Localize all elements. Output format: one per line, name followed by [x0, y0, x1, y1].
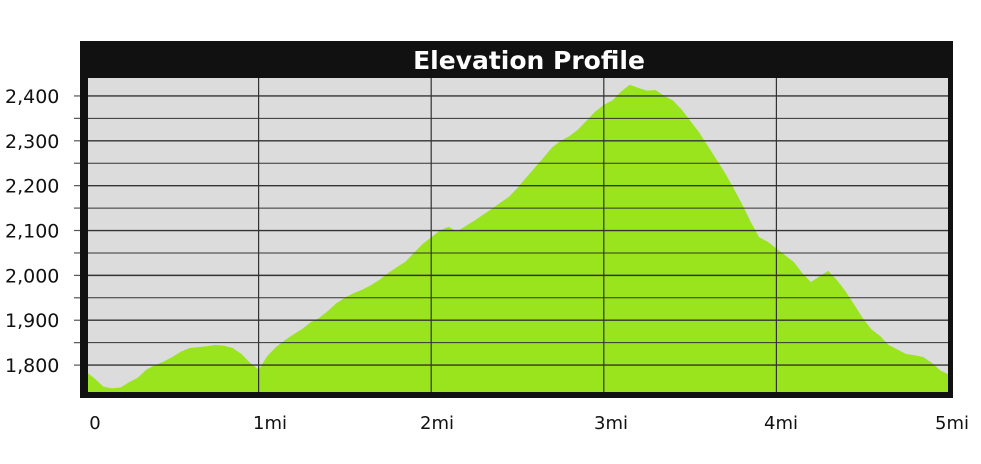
y-tick-label: 1,900	[5, 310, 59, 332]
x-tick-label: 4mi	[764, 413, 798, 434]
x-tick-label: 0	[89, 413, 100, 434]
x-tick-label: 3mi	[594, 413, 628, 434]
y-tick-label: 2,300	[5, 131, 59, 153]
y-tick-label: 1,800	[5, 355, 59, 377]
x-axis: 0 1mi 2mi 3mi 4mi 5mi	[89, 413, 969, 434]
y-tick-label: 2,200	[5, 176, 59, 198]
x-tick-label: 2mi	[420, 413, 454, 434]
elevation-area	[88, 84, 948, 392]
x-tick-label: 5mi	[935, 413, 969, 434]
y-tick-label: 2,000	[5, 265, 59, 287]
chart-title: Elevation Profile	[413, 46, 645, 75]
y-tick-label: 2,100	[5, 221, 59, 243]
grid-layer	[88, 78, 948, 392]
x-tick-label: 1mi	[253, 413, 287, 434]
y-tick-label: 2,400	[5, 86, 59, 108]
y-axis: 1,800 1,900 2,000 2,100 2,200 2,300 2,400	[5, 86, 80, 377]
area-layer	[88, 84, 948, 392]
